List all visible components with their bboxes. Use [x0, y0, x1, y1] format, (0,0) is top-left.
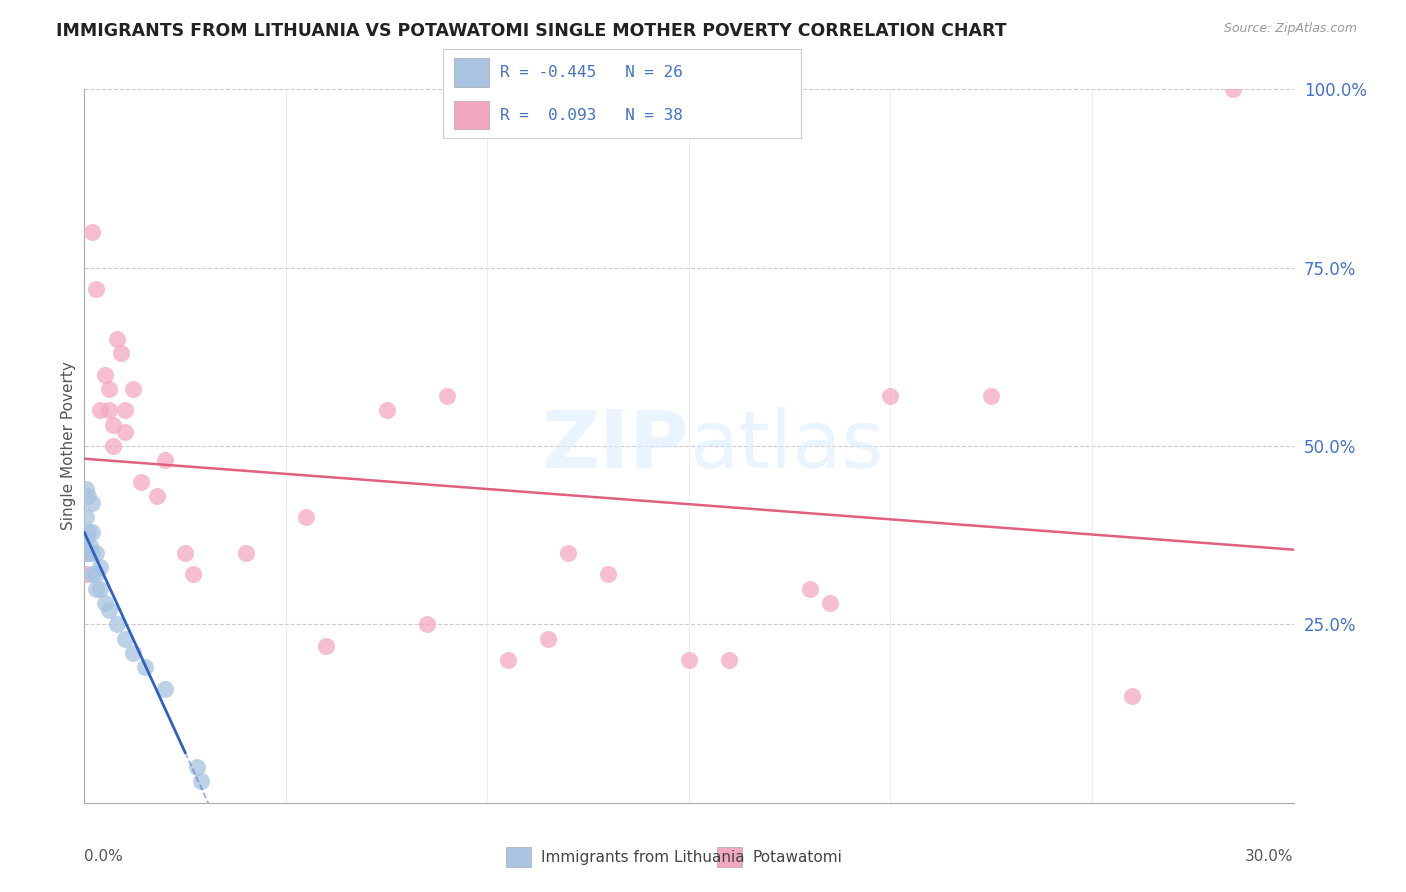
Point [75, 567, 97, 582]
Text: Potawatomi: Potawatomi [752, 850, 842, 864]
Point [818, 596, 841, 610]
Text: Source: ZipAtlas.com: Source: ZipAtlas.com [1223, 22, 1357, 36]
Point [153, 453, 176, 467]
Point [315, 639, 337, 653]
Point [97, 603, 120, 617]
Point [1222, 82, 1244, 96]
Point [105, 332, 128, 346]
Point [97, 403, 120, 417]
Text: R =  0.093   N = 38: R = 0.093 N = 38 [501, 108, 683, 122]
Text: atlas: atlas [689, 407, 883, 485]
Point [598, 567, 620, 582]
Point [496, 653, 519, 667]
Point [980, 389, 1002, 403]
Point [174, 546, 197, 560]
Point [416, 617, 439, 632]
Point [114, 403, 136, 417]
Point [86, 546, 108, 560]
Point [77, 524, 100, 539]
Point [105, 617, 128, 632]
Point [557, 546, 579, 560]
Point [93, 368, 115, 382]
Point [146, 489, 169, 503]
Point [110, 346, 132, 360]
Point [82, 225, 104, 239]
Point [101, 439, 124, 453]
Point [153, 681, 176, 696]
Point [86, 582, 108, 596]
Point [678, 653, 700, 667]
Point [77, 546, 100, 560]
Point [718, 653, 741, 667]
Point [82, 524, 104, 539]
Point [134, 660, 156, 674]
Point [97, 382, 120, 396]
Point [1121, 689, 1143, 703]
Point [82, 546, 104, 560]
Point [75, 546, 97, 560]
Point [121, 646, 143, 660]
Point [77, 489, 100, 503]
Point [114, 632, 136, 646]
Point [75, 546, 97, 560]
Point [295, 510, 318, 524]
Point [75, 532, 97, 546]
Text: ZIP: ZIP [541, 407, 689, 485]
Y-axis label: Single Mother Poverty: Single Mother Poverty [60, 361, 76, 531]
Point [129, 475, 152, 489]
Text: Immigrants from Lithuania: Immigrants from Lithuania [541, 850, 745, 864]
Point [89, 560, 111, 574]
Text: 0.0%: 0.0% [84, 849, 124, 864]
Text: R = -0.445   N = 26: R = -0.445 N = 26 [501, 65, 683, 79]
Point [82, 496, 104, 510]
Text: 30.0%: 30.0% [1246, 849, 1294, 864]
Point [82, 567, 104, 582]
Point [101, 417, 124, 432]
Point [75, 510, 97, 524]
Point [114, 425, 136, 439]
Bar [454, 58, 489, 87]
Point [121, 382, 143, 396]
Point [89, 403, 111, 417]
Point [186, 760, 208, 774]
Point [799, 582, 821, 596]
Point [86, 282, 108, 296]
Point [436, 389, 458, 403]
Point [879, 389, 901, 403]
Point [79, 539, 101, 553]
Bar [454, 101, 489, 129]
Point [235, 546, 257, 560]
Point [86, 567, 108, 582]
Point [75, 482, 97, 496]
Point [375, 403, 398, 417]
Text: IMMIGRANTS FROM LITHUANIA VS POTAWATOMI SINGLE MOTHER POVERTY CORRELATION CHART: IMMIGRANTS FROM LITHUANIA VS POTAWATOMI … [56, 22, 1007, 40]
Point [537, 632, 560, 646]
Point [181, 567, 204, 582]
Point [93, 596, 115, 610]
Point [190, 774, 212, 789]
Point [89, 582, 111, 596]
